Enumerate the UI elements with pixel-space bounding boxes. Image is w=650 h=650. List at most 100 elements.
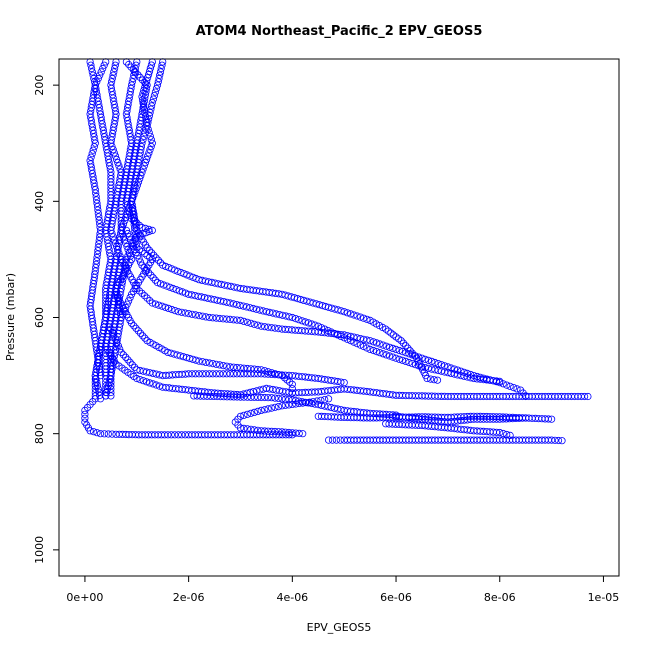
data-point [145, 227, 153, 236]
data-point [428, 357, 436, 365]
data-point [240, 393, 248, 401]
data-point [261, 393, 269, 402]
data-point [96, 220, 104, 228]
data-point [580, 392, 589, 401]
data-point [479, 374, 488, 382]
data-point [147, 271, 155, 279]
y-tick-label: 400 [33, 191, 46, 212]
data-point [139, 377, 147, 385]
data-point [363, 315, 371, 323]
data-point [129, 66, 137, 74]
data-point [305, 398, 314, 406]
data-point [271, 403, 279, 411]
data-point [209, 359, 217, 368]
data-point [389, 344, 397, 352]
data-point [205, 370, 213, 378]
data-point [93, 199, 101, 207]
data-point [149, 380, 157, 388]
data-point [219, 315, 227, 323]
data-point [267, 404, 276, 412]
data-point [254, 407, 262, 415]
data-point [168, 305, 176, 314]
data-point [146, 132, 154, 140]
data-point [143, 155, 151, 163]
data-point [110, 332, 118, 340]
data-point [132, 68, 140, 76]
data-point [421, 363, 429, 372]
data-point [138, 289, 146, 297]
data-point [382, 325, 390, 333]
data-point [356, 313, 364, 321]
data-point [133, 181, 141, 189]
data-point [476, 373, 484, 381]
data-point [254, 426, 262, 434]
data-point [185, 370, 193, 378]
data-point [243, 318, 251, 326]
data-point [139, 332, 147, 340]
data-point [328, 436, 337, 444]
data-point [156, 68, 165, 76]
data-point [169, 284, 177, 293]
data-point [309, 398, 317, 406]
data-point [202, 370, 210, 378]
data-point [171, 266, 179, 274]
data-point [125, 249, 133, 257]
data-point [216, 314, 224, 323]
data-point [513, 385, 521, 393]
data-point [198, 370, 207, 378]
data-point [264, 405, 272, 413]
data-point [81, 406, 89, 414]
data-point [337, 307, 345, 315]
data-point [547, 415, 556, 423]
data-point [397, 337, 405, 345]
data-point [340, 308, 348, 316]
data-point [96, 395, 105, 403]
y-axis: 200 400 600 800 1000 [33, 75, 60, 564]
data-point [183, 271, 191, 279]
data-point [131, 363, 139, 371]
data-point [195, 311, 203, 320]
data-point [180, 270, 188, 278]
data-point [236, 424, 245, 432]
data-point [281, 401, 289, 409]
data-point [195, 370, 203, 378]
data-point [424, 364, 432, 372]
data-point [261, 406, 269, 414]
data-point [147, 136, 155, 144]
data-point [261, 370, 269, 378]
data-point [295, 399, 303, 408]
data-point [317, 396, 325, 404]
data-point [240, 317, 248, 325]
data-point [92, 260, 100, 268]
data-point [257, 427, 265, 435]
data-point [269, 309, 277, 317]
data-point [411, 352, 420, 360]
data-point [152, 85, 161, 93]
data-point [499, 380, 507, 388]
data-point [104, 382, 112, 390]
data-point [229, 300, 237, 308]
data-point [257, 370, 265, 378]
data-point [285, 313, 293, 321]
data-point [302, 398, 310, 407]
data-point [152, 381, 160, 389]
data-point [205, 359, 213, 367]
data-point [453, 366, 462, 374]
data-point [129, 74, 137, 83]
data-point [337, 378, 345, 386]
data-point [134, 71, 142, 79]
data-point [109, 233, 117, 241]
data-point [558, 437, 566, 445]
data-point [243, 410, 251, 418]
data-point [81, 410, 89, 418]
data-point [285, 431, 293, 439]
data-point [139, 165, 147, 173]
data-point [121, 217, 129, 225]
data-point [466, 370, 475, 379]
data-point [140, 162, 148, 170]
data-point [288, 313, 296, 322]
data-point [119, 351, 128, 359]
data-point [544, 415, 553, 423]
data-point [114, 159, 122, 167]
data-point [141, 334, 149, 342]
